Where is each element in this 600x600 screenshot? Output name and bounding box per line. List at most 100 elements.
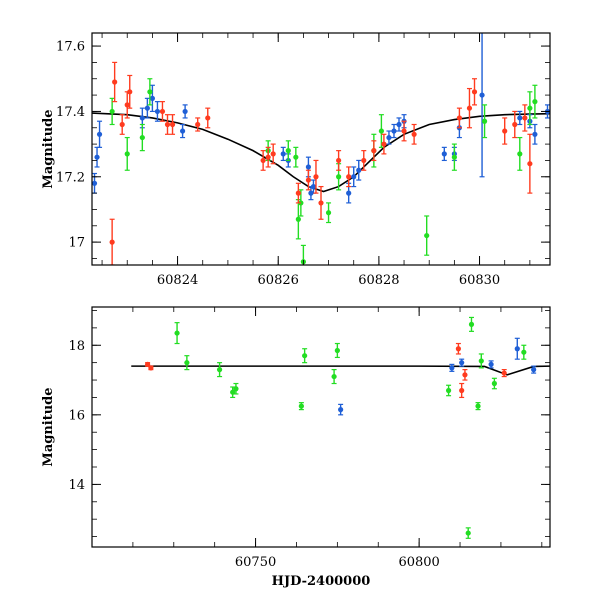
y-tick-label: 17	[68, 236, 85, 251]
point-marker	[260, 157, 266, 164]
data-point	[361, 150, 367, 171]
point-marker	[514, 346, 520, 352]
top-panel: 60824 60826 60828 60830 17 17.2 17.4 17.6 Magnit…	[41, 32, 551, 288]
data-point	[351, 166, 357, 188]
data-point	[174, 322, 180, 345]
y-tick-label: 17.2	[56, 170, 85, 185]
data-point	[205, 107, 211, 129]
point-marker	[159, 108, 166, 115]
data-point	[451, 143, 457, 171]
data-point	[456, 107, 463, 129]
point-marker	[149, 95, 155, 101]
data-point	[491, 377, 497, 390]
plot-frame	[91, 306, 551, 548]
point-marker	[92, 180, 98, 186]
point-marker	[512, 121, 518, 128]
point-marker	[351, 174, 357, 180]
data-point	[124, 136, 130, 171]
y-tick-label: 17.6	[56, 40, 85, 55]
data-point	[182, 104, 188, 119]
point-marker	[381, 141, 387, 147]
data-point	[466, 87, 473, 129]
plot-frame	[91, 32, 551, 266]
point-marker	[441, 151, 447, 157]
point-marker	[298, 200, 304, 206]
point-marker	[280, 151, 286, 157]
data-point	[514, 337, 520, 360]
point-marker	[386, 134, 392, 141]
data-point	[502, 117, 508, 145]
data-point	[280, 146, 286, 162]
point-marker	[378, 128, 384, 134]
point-marker	[459, 360, 465, 366]
point-marker	[338, 407, 344, 413]
data-point	[313, 159, 319, 194]
y-tick-label: 16	[68, 408, 85, 423]
point-marker	[521, 349, 527, 355]
point-marker	[466, 105, 473, 111]
data-point	[441, 146, 447, 162]
point-marker	[401, 128, 407, 134]
data-point	[449, 363, 455, 372]
data-point	[371, 140, 377, 162]
point-marker	[391, 128, 397, 134]
data-point	[169, 114, 176, 135]
data-point	[159, 101, 166, 122]
data-point	[270, 143, 276, 165]
point-marker	[531, 367, 537, 373]
point-marker	[532, 131, 538, 137]
point-marker	[139, 134, 145, 141]
point-marker	[182, 108, 188, 115]
point-marker	[124, 102, 130, 108]
data-point	[527, 133, 533, 194]
data-point	[94, 146, 100, 168]
x-tick-label: 60824	[157, 273, 198, 288]
point-marker	[346, 190, 352, 196]
data-point	[471, 78, 478, 106]
point-marker	[119, 121, 125, 128]
data-point	[386, 130, 392, 145]
model-curve	[131, 365, 550, 376]
data-point	[148, 365, 154, 371]
data-point	[119, 114, 125, 135]
data-point	[411, 123, 417, 145]
point-marker	[336, 157, 342, 164]
point-marker	[334, 347, 340, 354]
data-point	[331, 369, 337, 385]
data-point	[465, 527, 471, 539]
data-point	[127, 74, 133, 109]
point-marker	[475, 403, 481, 409]
point-marker	[336, 174, 342, 180]
data-point	[378, 114, 384, 148]
point-marker	[488, 361, 494, 367]
point-marker	[94, 154, 100, 160]
point-marker	[532, 99, 538, 105]
data-point	[305, 169, 312, 191]
data-point	[381, 133, 387, 155]
point-marker	[154, 108, 161, 115]
data-point	[325, 202, 332, 224]
data-point	[488, 360, 494, 369]
data-point	[112, 61, 118, 103]
point-marker	[445, 387, 452, 394]
data-point	[302, 348, 308, 364]
data-point	[356, 159, 362, 181]
point-marker	[308, 190, 314, 196]
data-point	[445, 384, 452, 397]
data-point	[501, 369, 507, 378]
point-marker	[346, 174, 352, 180]
data-point	[109, 218, 115, 265]
point-marker	[456, 115, 463, 121]
data-point	[233, 382, 239, 395]
point-marker	[468, 321, 475, 327]
point-marker	[109, 108, 115, 115]
plot-area	[92, 33, 550, 265]
data-point	[424, 215, 430, 256]
data-point	[468, 316, 475, 332]
point-marker	[502, 128, 508, 134]
point-marker	[449, 365, 455, 371]
point-marker	[462, 372, 468, 378]
point-marker	[164, 121, 171, 128]
point-marker	[522, 115, 528, 121]
